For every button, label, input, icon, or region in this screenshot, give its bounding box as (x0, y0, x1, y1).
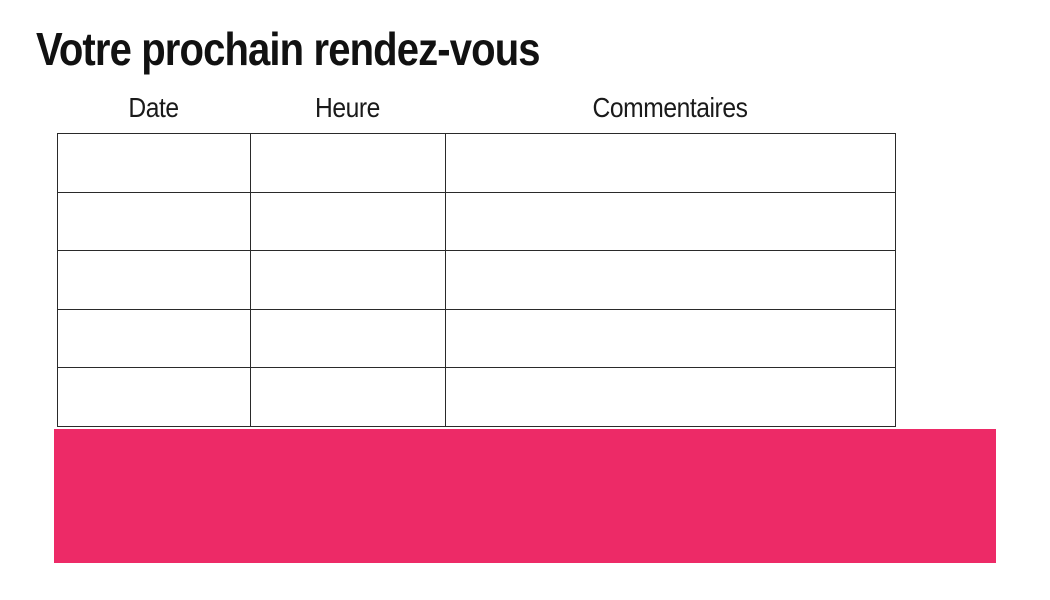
cell-date (57, 133, 251, 193)
table-header-row: Date Heure Commentaires (57, 92, 895, 124)
cell-date (57, 191, 251, 252)
cell-date (57, 308, 251, 369)
table-row (57, 367, 896, 427)
cell-heure (250, 250, 446, 310)
column-header-commentaires: Commentaires (592, 92, 748, 123)
table-row (57, 133, 896, 193)
cell-date (57, 367, 251, 427)
table-row (57, 250, 896, 310)
pink-banner (54, 429, 996, 563)
cell-commentaires (445, 308, 896, 369)
cell-heure (250, 191, 446, 252)
cell-heure (250, 308, 446, 369)
cell-commentaires (445, 191, 896, 252)
table-row (57, 191, 896, 252)
page-title: Votre prochain rendez-vous (36, 23, 541, 75)
appointments-table (57, 133, 896, 427)
column-header-heure: Heure (315, 92, 380, 123)
cell-date (57, 250, 251, 310)
cell-heure (250, 367, 446, 427)
cell-commentaires (445, 250, 896, 310)
cell-commentaires (445, 133, 896, 193)
cell-commentaires (445, 367, 896, 427)
table-row (57, 308, 896, 369)
cell-heure (250, 133, 446, 193)
column-header-date: Date (128, 92, 179, 123)
